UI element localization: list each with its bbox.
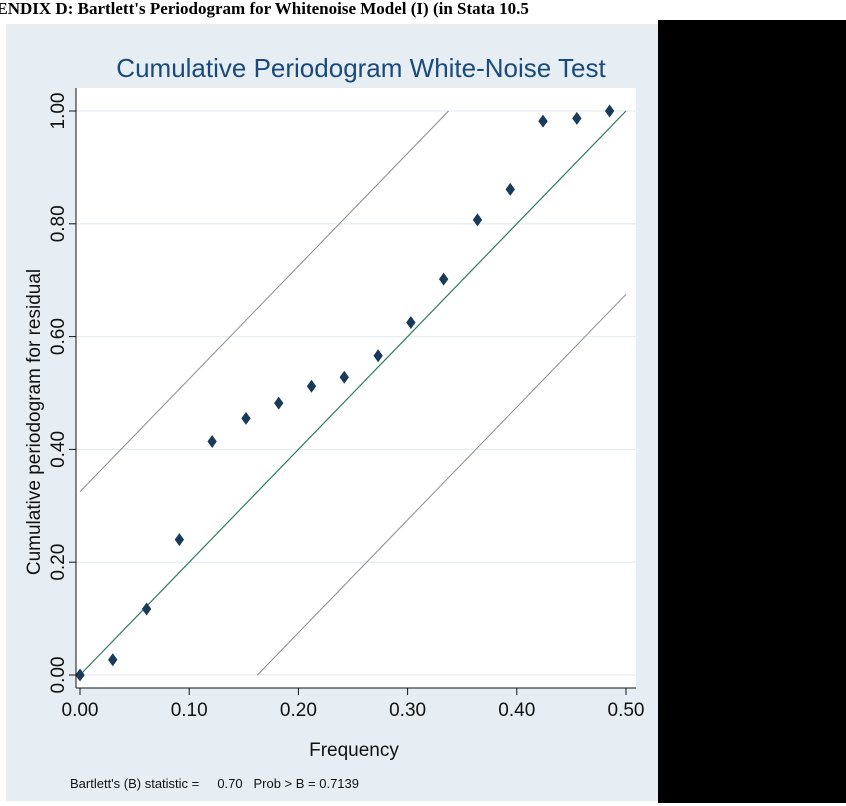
data-point-4 xyxy=(207,435,217,449)
document-heading: PENDIX D: Bartlett's Periodogram for Whi… xyxy=(0,0,529,18)
y-tick-label-3: 0.60 xyxy=(48,318,69,355)
data-point-5 xyxy=(241,411,251,425)
y-tick-label-5: 1.00 xyxy=(48,93,69,130)
confidence-band-lower xyxy=(257,293,627,676)
bartlett-statistic-note: Bartlett's (B) statistic = 0.70 Prob > B… xyxy=(70,776,359,791)
data-point-16 xyxy=(604,104,615,118)
plot-region xyxy=(76,88,636,688)
data-point-14 xyxy=(538,114,548,128)
black-side-panel xyxy=(658,20,846,803)
data-point-0 xyxy=(75,668,85,682)
x-tick-label-2: 0.20 xyxy=(280,700,317,721)
y-axis-title: Cumulative periodogram for residual xyxy=(24,269,45,575)
x-tick-label-5: 0.50 xyxy=(608,700,645,721)
x-tick-label-1: 0.10 xyxy=(171,700,208,721)
x-tick-label-0: 0.00 xyxy=(62,700,99,721)
reference-line xyxy=(79,110,627,676)
data-points xyxy=(75,104,615,682)
data-point-15 xyxy=(572,111,582,125)
reference-line-layer xyxy=(79,110,627,676)
data-point-1 xyxy=(108,653,118,667)
confidence-bands xyxy=(79,110,627,676)
data-point-3 xyxy=(174,533,185,547)
x-tick-label-4: 0.40 xyxy=(498,700,535,721)
data-point-9 xyxy=(373,349,383,363)
y-tick-label-2: 0.40 xyxy=(48,431,69,468)
data-point-7 xyxy=(306,379,317,393)
data-point-12 xyxy=(472,213,483,227)
y-tick-label-1: 0.20 xyxy=(48,544,69,581)
x-tick-label-3: 0.30 xyxy=(389,700,426,721)
data-point-11 xyxy=(438,272,449,286)
y-tick-label-0: 0.00 xyxy=(48,657,69,694)
chart-title: Cumulative Periodogram White-Noise Test xyxy=(116,53,606,83)
confidence-band-upper xyxy=(79,110,449,493)
data-point-2 xyxy=(141,602,152,616)
y-tick-label-4: 0.80 xyxy=(48,205,69,242)
axes: 0.00 0.20 0.40 0.60 0.80 1.00 0.00 0.10 0.20 0.30… xyxy=(48,88,644,721)
x-axis-title: Frequency xyxy=(309,740,399,761)
cumulative-periodogram-chart: Cumulative Periodogram White-Noise Test … xyxy=(24,53,644,791)
chart-area: Cumulative Periodogram White-Noise Test … xyxy=(6,24,658,801)
data-point-10 xyxy=(406,316,416,329)
gridlines xyxy=(76,110,636,676)
data-point-6 xyxy=(274,396,284,410)
data-point-8 xyxy=(339,370,349,384)
